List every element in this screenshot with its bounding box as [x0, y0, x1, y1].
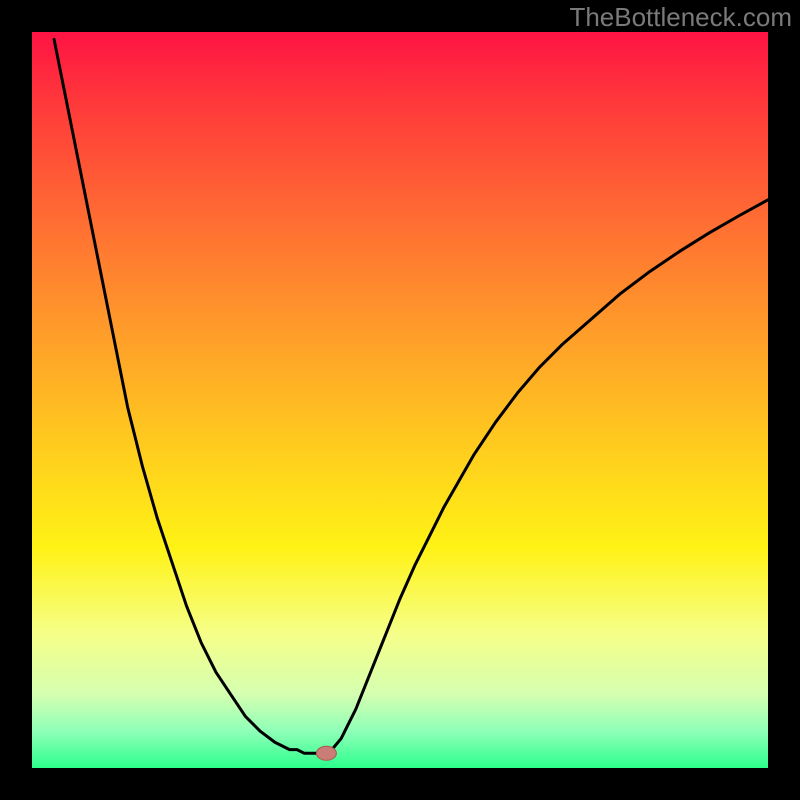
optimum-marker [316, 746, 336, 760]
chart-plot-area [32, 32, 768, 768]
chart-container: TheBottleneck.com [0, 0, 800, 800]
bottleneck-chart [0, 0, 800, 800]
watermark-text: TheBottleneck.com [569, 2, 792, 33]
